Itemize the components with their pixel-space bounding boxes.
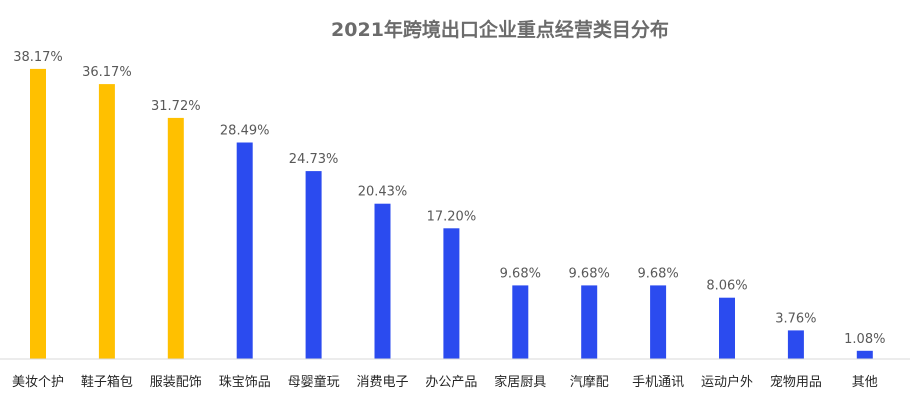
bar: [650, 285, 667, 359]
data-label: 8.06%: [706, 279, 747, 294]
x-tick-labels-group: 美妆个护 鞋子箱包 服装配饰 珠宝饰品 母婴童玩 消费电子 办公产品 家居厨具 汽摩配 手机通讯 运…: [12, 374, 878, 390]
chart-title: 2021年跨境出口企业重点经营类目分布: [331, 18, 669, 41]
x-tick-label: 美妆个护: [12, 375, 64, 390]
data-label: 17.20%: [427, 209, 477, 224]
data-labels-group: 38.17% 36.17% 31.72% 28.49% 24.73% 20.43% 17.2…: [13, 50, 885, 347]
bar: [719, 297, 735, 359]
x-tick-label: 手机通讯: [632, 375, 684, 390]
data-label: 9.68%: [500, 266, 541, 281]
bar: [305, 171, 322, 359]
bar: [236, 142, 253, 359]
bar: [443, 228, 460, 359]
data-label: 36.17%: [82, 65, 132, 80]
x-tick-label: 母婴童玩: [288, 374, 340, 390]
x-tick-label: 其他: [852, 375, 878, 390]
bar: [581, 285, 598, 359]
x-tick-label: 珠宝饰品: [219, 375, 271, 390]
x-tick-label: 消费电子: [356, 375, 408, 390]
x-tick-label: 汽摩配: [570, 374, 609, 390]
data-label: 31.72%: [151, 99, 201, 114]
data-label: 9.68%: [637, 266, 678, 281]
x-tick-label: 服装配饰: [150, 375, 202, 390]
bar: [167, 117, 184, 360]
x-tick-label: 运动户外: [701, 374, 753, 390]
data-label: 38.17%: [13, 50, 63, 65]
x-tick-label: 家居厨具: [494, 374, 546, 390]
bar: [30, 68, 46, 360]
data-label: 24.73%: [289, 152, 339, 167]
x-tick-label: 鞋子箱包: [81, 374, 133, 390]
bar: [512, 285, 529, 359]
data-label: 28.49%: [220, 124, 270, 139]
bar: [98, 84, 115, 359]
bar: [856, 350, 873, 359]
data-label: 3.76%: [775, 311, 816, 326]
data-label: 1.08%: [844, 332, 885, 347]
x-tick-label: 宠物用品: [770, 374, 822, 390]
bar: [374, 203, 391, 359]
data-label: 20.43%: [358, 185, 408, 200]
data-label: 9.68%: [569, 266, 610, 281]
x-tick-label: 办公产品: [425, 375, 477, 390]
bars-group: [30, 68, 873, 360]
bar: [787, 330, 804, 359]
